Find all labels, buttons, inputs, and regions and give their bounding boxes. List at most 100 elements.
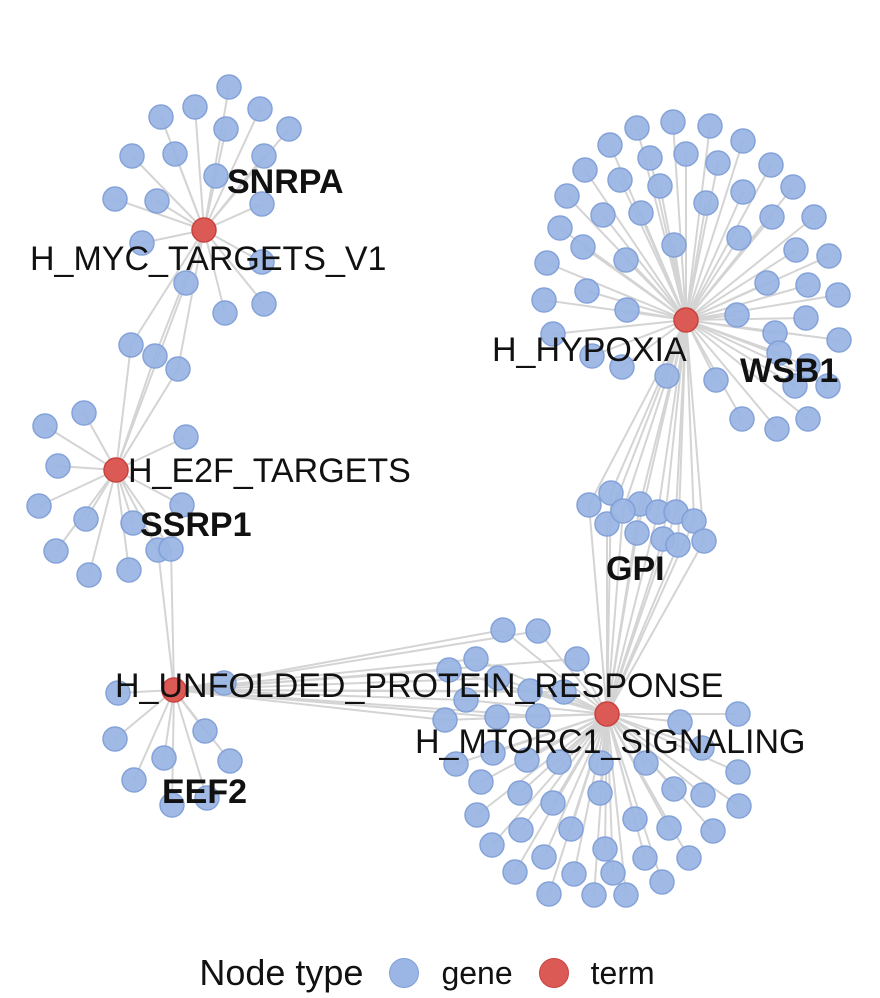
gene-node	[647, 173, 673, 199]
gene-node	[783, 237, 809, 263]
edge	[588, 504, 608, 715]
legend-gene-label: gene	[441, 954, 513, 991]
gene-node	[517, 678, 543, 704]
gene-node	[216, 74, 242, 100]
gene-node	[700, 818, 726, 844]
gene-node	[540, 321, 566, 347]
edge	[604, 713, 608, 850]
gene-node	[212, 300, 238, 326]
gene-node	[697, 113, 723, 139]
term-node-myc	[191, 217, 217, 243]
gene-node	[607, 167, 633, 193]
gene-node	[162, 141, 188, 167]
gene-node	[574, 278, 600, 304]
gene-node	[102, 186, 128, 212]
gene-label-wsb1: WSB1	[740, 352, 838, 390]
edge	[610, 319, 687, 494]
gene-node	[632, 845, 658, 871]
gene-node	[703, 367, 729, 393]
gene-node	[249, 191, 275, 217]
edge	[170, 548, 175, 691]
gene-node	[531, 287, 557, 313]
gene-node	[203, 163, 229, 189]
edge	[606, 538, 664, 715]
edge	[174, 153, 205, 231]
gene-node	[724, 302, 750, 328]
gene-node	[558, 816, 584, 842]
gene-node	[600, 860, 626, 886]
gene-node	[453, 687, 479, 713]
edge	[685, 319, 705, 542]
gene-node	[118, 332, 144, 358]
gene-node	[251, 291, 277, 317]
gene-node	[45, 453, 71, 479]
edge	[606, 713, 703, 749]
gene-node	[502, 859, 528, 885]
edge	[685, 125, 711, 321]
gene-node	[540, 790, 566, 816]
gene-node	[689, 735, 715, 761]
gene-node	[151, 745, 177, 771]
gene-node	[276, 116, 302, 142]
gene-node	[726, 225, 752, 251]
edge	[115, 368, 179, 471]
gene-node	[464, 802, 490, 828]
gene-node	[105, 680, 131, 706]
gene-node	[673, 141, 699, 167]
gene-node	[547, 215, 573, 241]
gene-node	[531, 844, 557, 870]
gene-node	[590, 202, 616, 228]
term-label-hypoxia: H_HYPOXIA	[492, 331, 687, 369]
gene-node	[102, 726, 128, 752]
term-node-mtor	[594, 701, 620, 727]
term-label-myc: H_MYC_TARGETS_V1	[30, 240, 386, 278]
edge	[492, 713, 608, 754]
gene-node	[182, 94, 208, 120]
gene-node	[693, 190, 719, 216]
edge	[115, 469, 159, 551]
gene-node	[26, 493, 52, 519]
gene-node	[610, 498, 636, 524]
gene-node	[73, 506, 99, 532]
gene-node	[479, 832, 505, 858]
edge	[502, 629, 608, 715]
gene-node	[681, 508, 707, 534]
gene-node	[194, 785, 220, 811]
edge	[619, 179, 687, 321]
edge	[591, 319, 687, 357]
gene-node	[169, 492, 195, 518]
edge	[606, 532, 638, 715]
gene-node	[816, 243, 842, 269]
gene-node	[633, 750, 659, 776]
edge	[514, 713, 608, 873]
gene-node	[660, 109, 686, 135]
term-swatch	[538, 958, 569, 988]
edge	[602, 214, 687, 321]
edge	[114, 198, 205, 231]
term-node-hyp	[673, 307, 699, 333]
term-node-upr	[161, 677, 187, 703]
legend: Node type gene term	[0, 948, 880, 998]
gene-node	[507, 780, 533, 806]
edge	[88, 469, 117, 576]
gene-node	[570, 234, 596, 260]
edge	[173, 689, 539, 717]
gene-node	[76, 562, 102, 588]
edge	[685, 140, 744, 321]
edge	[606, 544, 679, 715]
gene-node	[158, 536, 184, 562]
edge	[203, 155, 265, 231]
gene-node	[144, 188, 170, 214]
edge	[173, 689, 208, 799]
gene-label-ssrp1: SSRP1	[140, 506, 252, 544]
edge	[173, 689, 565, 693]
edge	[584, 169, 687, 321]
gene-node	[463, 646, 489, 672]
edge	[131, 155, 205, 231]
gene-node	[217, 748, 243, 774]
edge	[115, 469, 172, 550]
gene-node	[758, 152, 784, 178]
gene-node	[624, 520, 650, 546]
gene-node	[536, 881, 562, 907]
